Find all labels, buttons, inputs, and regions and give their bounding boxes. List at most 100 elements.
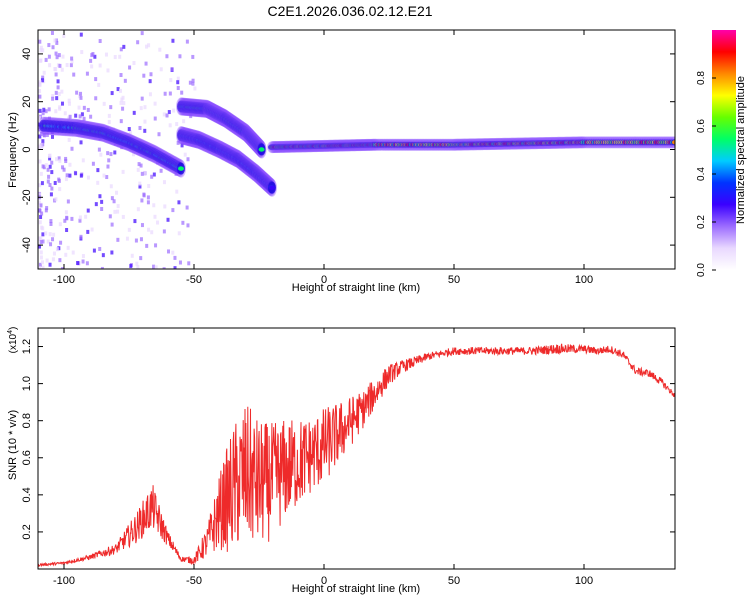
noise-cell bbox=[182, 119, 186, 124]
noise-cell bbox=[49, 219, 53, 224]
y-tick-label: 0.8 bbox=[21, 413, 33, 428]
snr-y-multiplier: (x104) bbox=[7, 327, 19, 354]
noise-cell bbox=[143, 128, 147, 133]
noise-cell bbox=[145, 243, 149, 248]
noise-cell bbox=[91, 52, 95, 57]
noise-cell bbox=[74, 113, 78, 118]
noise-cell bbox=[97, 147, 101, 152]
noise-cell bbox=[78, 114, 82, 119]
noise-cell bbox=[101, 253, 105, 258]
noise-cell bbox=[64, 177, 68, 182]
noise-cell bbox=[61, 54, 65, 59]
noise-cell bbox=[65, 173, 69, 178]
noise-cell bbox=[110, 222, 114, 227]
noise-cell bbox=[144, 61, 148, 66]
noise-cell bbox=[42, 107, 46, 112]
snr-series-line bbox=[38, 343, 675, 568]
noise-cell bbox=[51, 257, 55, 262]
noise-cell bbox=[38, 200, 42, 205]
noise-cell bbox=[139, 256, 143, 261]
noise-cell bbox=[58, 222, 62, 227]
noise-cell bbox=[143, 119, 147, 124]
noise-cell bbox=[98, 246, 102, 251]
noise-cell bbox=[106, 151, 110, 156]
noise-cell bbox=[150, 174, 154, 179]
noise-cell bbox=[132, 61, 136, 66]
noise-cell bbox=[127, 227, 131, 232]
noise-cell bbox=[165, 113, 169, 118]
noise-cell bbox=[70, 59, 74, 64]
noise-cell bbox=[38, 159, 42, 164]
noise-cell bbox=[107, 119, 111, 124]
noise-cell bbox=[139, 237, 143, 242]
noise-cell bbox=[148, 79, 152, 84]
noise-cell bbox=[119, 47, 123, 52]
noise-cell bbox=[106, 68, 110, 73]
noise-cell bbox=[119, 73, 123, 78]
noise-cell bbox=[191, 54, 195, 59]
noise-cell bbox=[38, 39, 42, 44]
x-tick-label: 50 bbox=[448, 274, 460, 286]
noise-cell bbox=[183, 152, 187, 157]
noise-cell bbox=[176, 80, 180, 85]
snr-x-label: Height of straight line (km) bbox=[292, 583, 420, 595]
spectrogram-x-ticks: -100 -50 0 50 100 bbox=[53, 30, 593, 286]
noise-cell bbox=[178, 260, 182, 265]
noise-cell bbox=[39, 236, 43, 241]
noise-cell bbox=[49, 221, 53, 226]
noise-cell bbox=[64, 210, 68, 215]
y-tick-label: 20 bbox=[21, 96, 33, 108]
noise-cell bbox=[79, 95, 83, 100]
noise-cell bbox=[118, 54, 122, 59]
noise-cell bbox=[174, 171, 178, 176]
noise-cell bbox=[67, 98, 71, 103]
noise-cell bbox=[80, 112, 84, 117]
noise-cell bbox=[143, 170, 147, 175]
noise-cell bbox=[136, 167, 140, 172]
noise-cell bbox=[116, 87, 120, 92]
noise-cell bbox=[152, 203, 156, 208]
noise-cell bbox=[180, 90, 184, 95]
noise-cell bbox=[39, 171, 43, 176]
band-core bbox=[178, 166, 184, 171]
noise-cell bbox=[115, 190, 119, 195]
noise-cell bbox=[48, 183, 52, 188]
y-tick-label: 1.2 bbox=[21, 339, 33, 354]
y-tick-label: 0 bbox=[21, 146, 33, 152]
noise-cell bbox=[107, 113, 111, 118]
noise-cell bbox=[77, 105, 81, 110]
noise-cell bbox=[140, 96, 144, 101]
noise-cell bbox=[96, 180, 100, 185]
noise-cell bbox=[168, 91, 172, 96]
noise-cell bbox=[38, 116, 42, 121]
noise-cell bbox=[142, 193, 146, 198]
noise-cell bbox=[135, 261, 139, 266]
noise-cell bbox=[171, 208, 175, 213]
noise-cell bbox=[100, 206, 104, 211]
noise-cell bbox=[48, 262, 52, 267]
noise-cell bbox=[67, 137, 71, 142]
noise-cell bbox=[58, 187, 62, 192]
noise-cell bbox=[110, 250, 114, 255]
noise-cell bbox=[54, 109, 58, 114]
noise-cell bbox=[49, 192, 53, 197]
noise-cell bbox=[38, 145, 42, 150]
noise-cell bbox=[86, 107, 90, 112]
noise-cell bbox=[78, 215, 82, 220]
noise-cell bbox=[39, 58, 43, 63]
noise-cell bbox=[162, 180, 166, 185]
noise-cell bbox=[98, 39, 102, 44]
noise-cell bbox=[149, 72, 153, 77]
noise-cell bbox=[159, 67, 163, 72]
noise-cell bbox=[79, 234, 83, 239]
noise-cell bbox=[91, 161, 95, 166]
noise-cell bbox=[44, 231, 48, 236]
noise-cell bbox=[82, 105, 86, 110]
noise-cell bbox=[38, 208, 42, 213]
noise-cell bbox=[65, 215, 69, 220]
y-tick-label: 0.4 bbox=[21, 487, 33, 502]
colorbar: 0.0 0.2 0.4 0.6 0.8 Normalized spectral ampl… bbox=[696, 30, 747, 277]
noise-cell bbox=[143, 105, 147, 110]
noise-cell bbox=[156, 160, 160, 165]
y-tick-label: 40 bbox=[21, 48, 33, 60]
